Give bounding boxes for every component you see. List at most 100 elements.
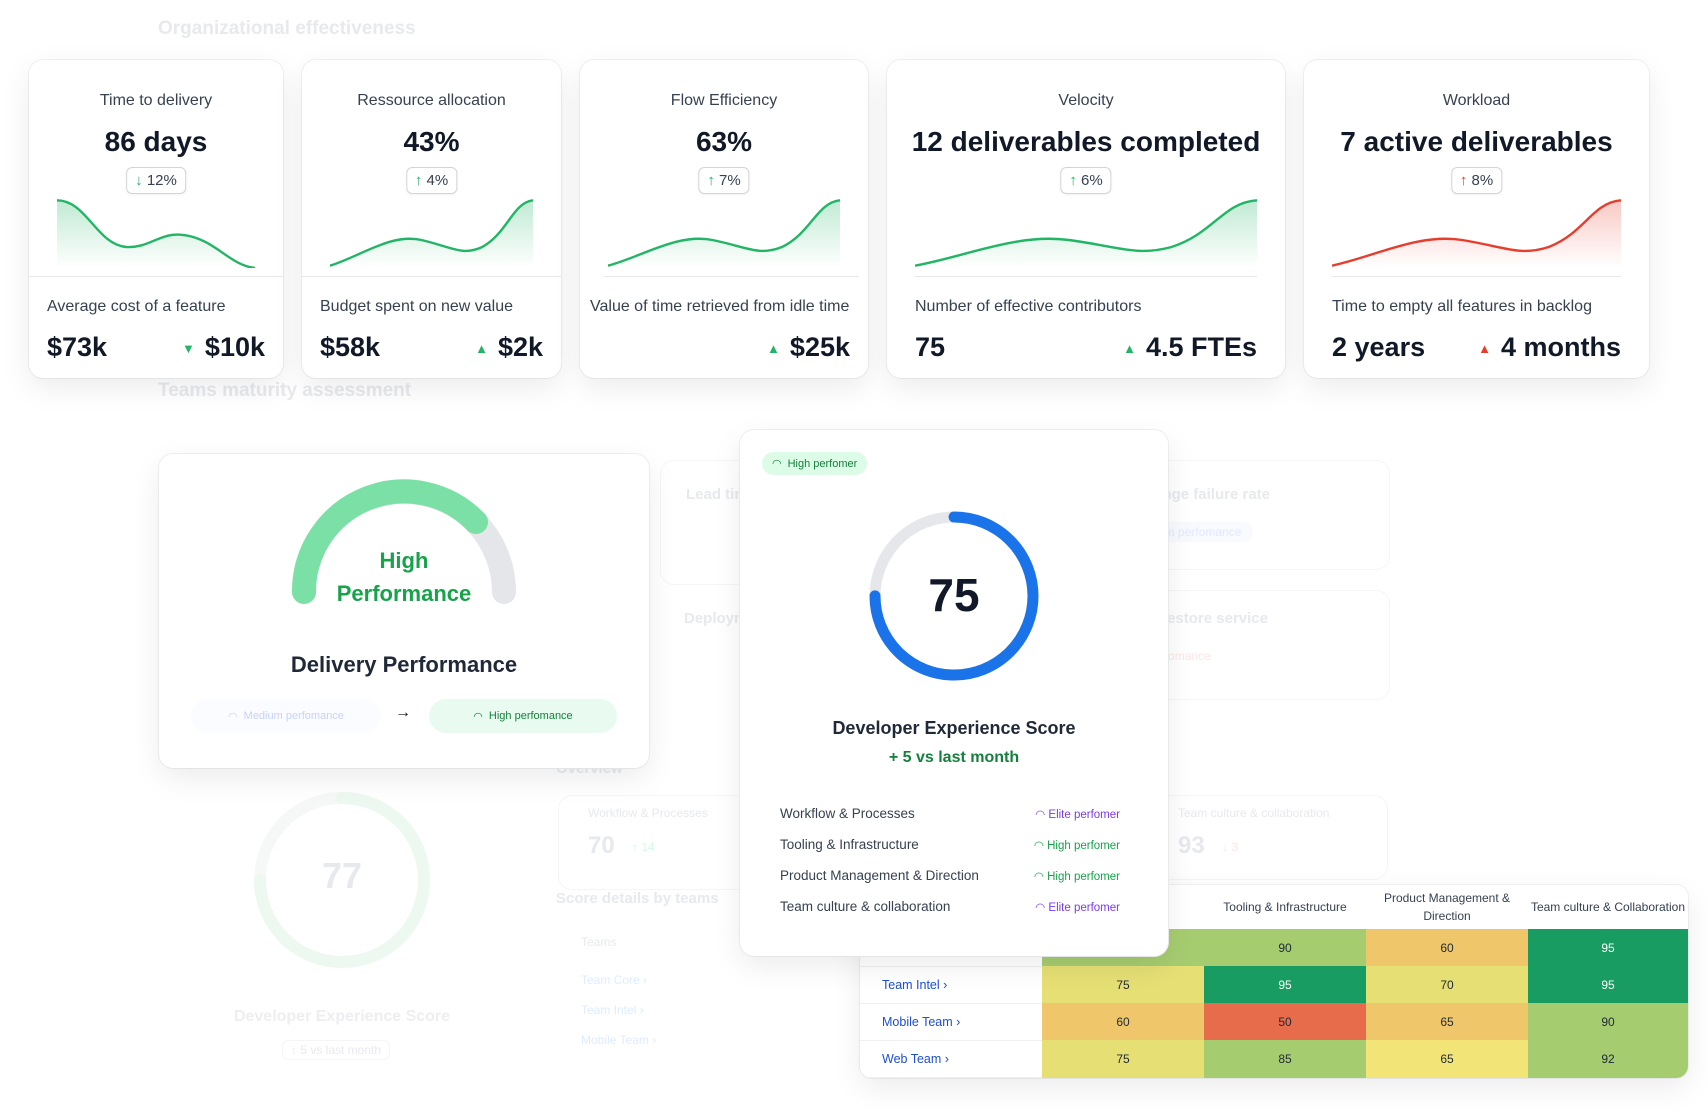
sparkline-area bbox=[915, 200, 1257, 268]
kpi-change: 4% bbox=[426, 172, 449, 189]
col-header-culture: Team culture & Collaboration bbox=[1528, 885, 1688, 929]
bg-team-intel[interactable]: Team Intel › bbox=[581, 1003, 644, 1017]
kpi-label: Velocity bbox=[1058, 92, 1114, 109]
kpi-sub-label: Number of effective contributors bbox=[915, 298, 1142, 315]
category-row: Workflow & Processes ◠ Elite perfomer bbox=[780, 798, 1120, 829]
team-link[interactable]: Team Intel › bbox=[860, 966, 1042, 1004]
score-cell: 75 bbox=[1042, 1040, 1204, 1078]
category-level: ◠ High perfomer bbox=[1033, 839, 1120, 852]
score-delta: + 5 vs last month bbox=[888, 749, 1020, 766]
performer-badge: ◠ High perfomer bbox=[762, 452, 868, 475]
kpi-card-2: Flow Efficiency 63% ↑ 7% Value of time r… bbox=[580, 60, 868, 378]
divider bbox=[29, 276, 283, 277]
table-row: Web Team › 75 85 65 92 bbox=[860, 1040, 1688, 1078]
triangle-icon: ▲ bbox=[475, 341, 488, 357]
team-link[interactable]: Web Team › bbox=[860, 1040, 1042, 1078]
score-cell: 95 bbox=[1528, 966, 1688, 1004]
gauge-label: High Performance bbox=[336, 548, 472, 606]
score-cell: 92 bbox=[1528, 1040, 1688, 1078]
bg-tc-delta: ↓ 3 bbox=[1222, 840, 1239, 854]
sparkline-chart bbox=[57, 198, 255, 268]
kpi-change-badge: ↑ 7% bbox=[698, 167, 750, 194]
arrow-icon: ↑ bbox=[707, 172, 715, 189]
kpi-sub-delta: ▲ $2k bbox=[475, 332, 543, 362]
bg-score-details: Score details by teams bbox=[556, 890, 719, 907]
kpi-label: Flow Efficiency bbox=[670, 92, 778, 109]
category-level: ◠ Elite perfomer bbox=[1035, 808, 1120, 821]
sparkline-line bbox=[1332, 200, 1621, 265]
kpi-sub-value: 2 years bbox=[1332, 332, 1426, 362]
kpi-value: 86 days bbox=[104, 126, 208, 157]
bg-score-ring bbox=[254, 792, 430, 968]
table-row: Team Intel › 75 95 70 95 bbox=[860, 966, 1688, 1004]
arrow-icon: ↑ bbox=[1069, 172, 1077, 189]
bg-team-core[interactable]: Team Core › bbox=[581, 973, 648, 987]
kpi-label: Time to delivery bbox=[99, 92, 213, 109]
col-header-tooling: Tooling & Infrastructure bbox=[1204, 885, 1366, 929]
speedometer-icon: ◠ bbox=[1035, 808, 1046, 821]
triangle-icon: ▼ bbox=[182, 341, 195, 357]
kpi-label: Ressource allocation bbox=[357, 92, 506, 109]
kpi-label: Workload bbox=[1442, 92, 1511, 109]
arrow-icon: ↓ bbox=[135, 172, 143, 189]
bg-score: 77 bbox=[321, 855, 363, 896]
kpi-value: 43% bbox=[403, 126, 460, 157]
card-title: Delivery Performance bbox=[290, 652, 518, 677]
score-cell: 60 bbox=[1366, 929, 1528, 967]
speedometer-icon: ◠ bbox=[1035, 901, 1046, 914]
arrow-right-icon: → bbox=[395, 704, 411, 721]
card-title: Developer Experience Score bbox=[832, 718, 1076, 738]
category-level: ◠ Elite perfomer bbox=[1035, 901, 1120, 914]
section-title-org: Organizational effectiveness bbox=[158, 18, 416, 39]
score-cell: 60 bbox=[1042, 1003, 1204, 1041]
speedometer-icon: ◠ bbox=[228, 710, 238, 723]
kpi-change-badge: ↑ 6% bbox=[1060, 167, 1112, 194]
bg-tc-label: Team culture & collaboration bbox=[1178, 806, 1330, 820]
kpi-change-badge: ↑ 8% bbox=[1450, 167, 1503, 194]
team-link[interactable]: Mobile Team › bbox=[860, 1003, 1042, 1041]
developer-experience-card: ◠ High perfomer 75 Developer Experience S… bbox=[740, 430, 1168, 956]
kpi-sub-delta: ▲ 4.5 FTEs bbox=[1123, 332, 1257, 362]
speedometer-icon: ◠ bbox=[1033, 870, 1044, 883]
triangle-icon: ▲ bbox=[1123, 341, 1136, 357]
divider bbox=[915, 276, 1257, 277]
score-cell: 95 bbox=[1528, 929, 1688, 967]
score-cell: 90 bbox=[1204, 929, 1366, 967]
kpi-sub-delta: ▲ 4 months bbox=[1478, 332, 1621, 362]
score-cell: 70 bbox=[1366, 966, 1528, 1004]
arrow-icon: ↑ bbox=[1459, 172, 1468, 189]
kpi-sub-value: $58k bbox=[320, 332, 381, 362]
kpi-change: 8% bbox=[1471, 172, 1494, 189]
to-level-badge: ◠ High perfomance bbox=[429, 699, 617, 733]
category-row: Team culture & collaboration ◠ Elite perf… bbox=[780, 891, 1120, 922]
kpi-sub-label: Value of time retrieved from idle time bbox=[590, 298, 850, 315]
sparkline-line bbox=[57, 200, 255, 268]
kpi-sub-value: 75 bbox=[915, 332, 946, 362]
arrow-icon: ↑ bbox=[414, 172, 423, 189]
triangle-icon: ▲ bbox=[767, 341, 780, 357]
kpi-change: 12% bbox=[146, 172, 177, 189]
category-level: ◠ High perfomer bbox=[1033, 870, 1120, 883]
category-row: Tooling & Infrastructure ◠ High perfomer bbox=[780, 829, 1120, 860]
bg-score-delta: ↑ 5 vs last month bbox=[282, 1040, 391, 1060]
category-name: Tooling & Infrastructure bbox=[780, 837, 919, 852]
score-cell: 85 bbox=[1204, 1040, 1366, 1078]
category-name: Workflow & Processes bbox=[780, 806, 915, 821]
score-cell: 75 bbox=[1042, 966, 1204, 1004]
divider bbox=[302, 276, 561, 277]
kpi-card-4: Workload 7 active deliverables ↑ 8% Time… bbox=[1304, 60, 1649, 378]
col-header-product: Product Management & Direction bbox=[1366, 885, 1528, 929]
sparkline-area bbox=[57, 200, 255, 268]
kpi-change-badge: ↑ 4% bbox=[405, 167, 458, 194]
table-row: Mobile Team › 60 50 65 90 bbox=[860, 1003, 1688, 1041]
score-value: 75 bbox=[928, 569, 980, 621]
kpi-card-3: Velocity 12 deliverables completed ↑ 6% … bbox=[887, 60, 1285, 378]
kpi-change: 7% bbox=[718, 172, 741, 189]
sparkline-chart bbox=[608, 198, 840, 268]
sparkline-area bbox=[330, 200, 533, 268]
bg-score-title: Developer Experience Score bbox=[233, 1008, 451, 1025]
bg-mobile-team[interactable]: Mobile Team › bbox=[581, 1033, 657, 1047]
kpi-sub-delta: ▼ $10k bbox=[182, 332, 265, 362]
score-cell: 90 bbox=[1528, 1003, 1688, 1041]
score-cell: 50 bbox=[1204, 1003, 1366, 1041]
